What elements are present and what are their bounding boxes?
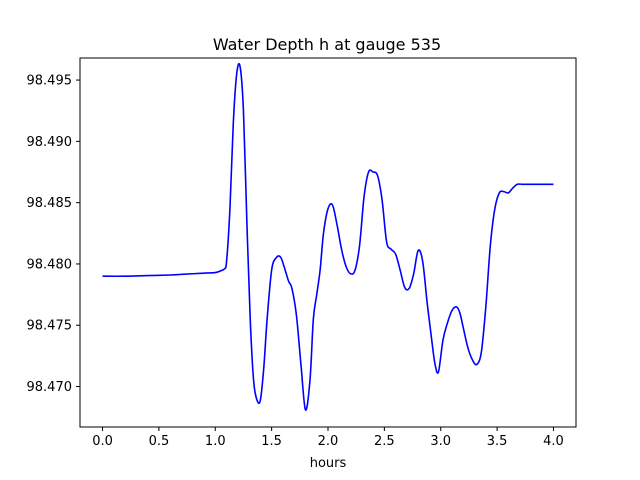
- y-tick-label: 98.470: [27, 380, 73, 395]
- y-axis: 98.470 98.475 98.480 98.485 98.490 98.495: [27, 74, 80, 395]
- x-tick-label: 3.0: [430, 434, 451, 449]
- x-tick-label: 4.0: [543, 434, 564, 449]
- y-tick-label: 98.480: [27, 257, 73, 272]
- x-tick-label: 2.5: [374, 434, 395, 449]
- x-tick-label: 0.0: [92, 434, 113, 449]
- plot-frame: [79, 57, 577, 428]
- x-tick-label: 3.5: [487, 434, 508, 449]
- x-axis-label: hours: [310, 456, 347, 471]
- y-tick-label: 98.485: [27, 196, 73, 211]
- y-tick-label: 98.475: [27, 319, 73, 334]
- x-tick-label: 1.0: [205, 434, 226, 449]
- y-tick-label: 98.495: [27, 74, 73, 89]
- series-group: [102, 62, 554, 411]
- y-tick-label: 98.490: [27, 135, 73, 150]
- x-axis: 0.0 0.5 1.0 1.5 2.0 2.5 3.0 3.5 4.0: [92, 427, 564, 449]
- x-tick-label: 1.5: [261, 434, 282, 449]
- series-line-0: [102, 62, 554, 411]
- x-tick-label: 0.5: [149, 434, 170, 449]
- chart-title: Water Depth h at gauge 535: [213, 35, 441, 54]
- x-tick-label: 2.0: [318, 434, 339, 449]
